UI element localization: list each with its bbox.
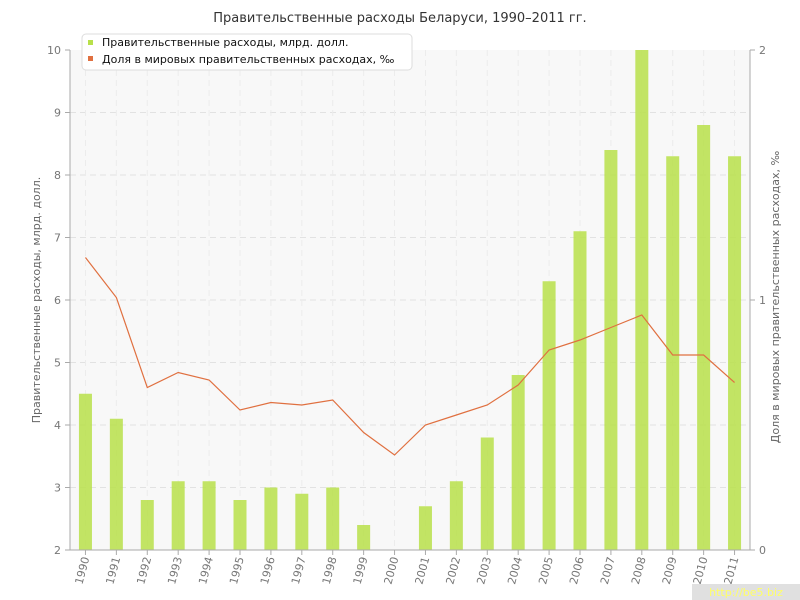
bar — [295, 493, 309, 550]
bar — [697, 125, 711, 550]
y-tick-label: 9 — [54, 107, 61, 120]
bar — [78, 393, 92, 550]
grid — [70, 50, 750, 550]
bar — [573, 231, 587, 550]
y-tick-label: 5 — [54, 357, 61, 370]
y-tick-label: 7 — [54, 232, 61, 245]
watermark-bg — [692, 584, 800, 600]
bar — [233, 500, 247, 550]
x-tick-label: 1998 — [320, 555, 340, 585]
bar — [109, 418, 123, 550]
x-tick-label: 2011 — [722, 555, 742, 585]
bar — [511, 375, 525, 550]
y-axis-title: Правительственные расходы, млрд. долл. — [30, 177, 43, 423]
x-tick-label: 2007 — [598, 555, 618, 585]
right-axis-ticks: 0 1 2 — [750, 44, 766, 557]
x-tick-label: 1999 — [351, 555, 371, 585]
y-tick-label: 10 — [47, 44, 61, 57]
legend-line-swatch — [88, 56, 93, 61]
x-tick-label: 2009 — [660, 555, 680, 585]
x-tick-label: 2002 — [443, 555, 463, 585]
bar — [604, 150, 618, 550]
bar — [418, 506, 432, 550]
bar — [171, 481, 185, 550]
bar — [202, 481, 216, 550]
x-tick-label: 1991 — [103, 555, 123, 585]
x-tick-label: 2004 — [505, 555, 525, 585]
x-tick-label: 2005 — [536, 555, 556, 585]
bar — [326, 487, 340, 550]
legend-line-label: Доля в мировых правительственных расхода… — [102, 53, 395, 66]
share-line — [84, 257, 735, 456]
legend-box — [81, 33, 413, 71]
x-tick-label: 1990 — [73, 555, 93, 585]
bar — [449, 481, 463, 550]
bar — [480, 437, 494, 550]
x-tick-label: 2001 — [413, 555, 433, 585]
bar — [357, 525, 371, 550]
legend-bar-swatch — [88, 40, 93, 45]
bar — [542, 281, 556, 550]
x-tick-label: 2003 — [474, 555, 494, 585]
y2-axis-title: Доля в мировых правительственных расхода… — [769, 151, 782, 444]
y-tick-label: 3 — [54, 482, 61, 495]
bar — [264, 487, 278, 550]
x-tick-label: 1994 — [196, 555, 216, 585]
y-tick-label: 4 — [54, 419, 61, 432]
bar — [666, 156, 680, 550]
x-tick-label: 1993 — [165, 555, 185, 585]
watermark: http://be5.biz — [709, 586, 783, 599]
x-tick-label: 1992 — [134, 555, 154, 585]
chart-title: Правительственные расходы Беларуси, 1990… — [213, 11, 586, 26]
x-tick-label: 2008 — [629, 555, 649, 585]
bar — [140, 500, 154, 550]
x-tick-label: 1996 — [258, 555, 278, 585]
y-tick-label: 6 — [54, 294, 61, 307]
x-tick-label: 2000 — [382, 555, 402, 585]
legend: Правительственные расходы, млрд. долл. Д… — [81, 33, 413, 71]
bar — [728, 156, 742, 550]
x-tick-label: 2006 — [567, 555, 587, 585]
bars — [78, 50, 742, 550]
y-tick-label: 2 — [54, 544, 61, 557]
x-tick-label: 1995 — [227, 555, 247, 585]
left-axis-ticks: 2 3 4 5 6 7 8 9 10 — [47, 44, 70, 557]
x-axis-ticks: 1990 1991 1992 1993 1994 1995 1996 1997 1998 1999… — [73, 550, 742, 586]
y2-tick-label: 2 — [759, 44, 766, 57]
y2-tick-label: 0 — [759, 544, 766, 557]
line-series — [84, 257, 735, 456]
y-tick-label: 8 — [54, 169, 61, 182]
legend-bar-label: Правительственные расходы, млрд. долл. — [102, 36, 348, 49]
y2-tick-label: 1 — [759, 294, 766, 307]
x-tick-label: 1997 — [289, 555, 309, 585]
bar — [635, 50, 649, 550]
x-tick-label: 2010 — [691, 555, 711, 585]
